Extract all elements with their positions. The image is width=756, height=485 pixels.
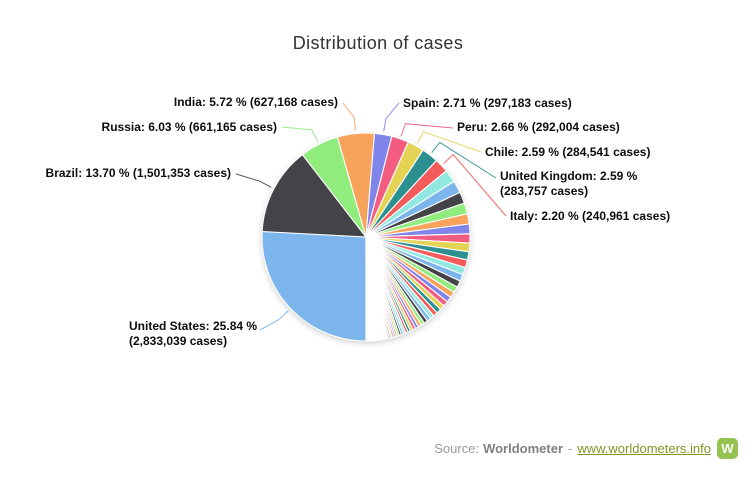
chart-title: Distribution of cases — [292, 33, 464, 53]
source-prefix: Source: — [434, 441, 480, 456]
slice-label-brazil: Brazil: 13.70 % (1,501,353 cases) — [45, 166, 231, 180]
label-connector-russia — [281, 126, 319, 142]
pie-slices — [261, 132, 471, 342]
slice-label-peru: Peru: 2.66 % (292,004 cases) — [457, 120, 620, 134]
label-connector-peru — [400, 123, 454, 137]
worldometer-logo-icon[interactable]: W — [717, 438, 738, 459]
source-separator: - — [568, 441, 573, 456]
slice-label-chile: Chile: 2.59 % (284,541 cases) — [485, 145, 651, 159]
source-brand: Worldometer — [483, 441, 563, 456]
slice-label-india: India: 5.72 % (627,168 cases) — [173, 95, 338, 109]
pie-slice-united-states[interactable] — [261, 230, 367, 342]
source-link[interactable]: www.worldometers.info — [577, 441, 711, 456]
slice-label-italy: Italy: 2.20 % (240,961 cases) — [510, 209, 671, 223]
label-connector-chile — [416, 131, 482, 153]
label-connector-india — [342, 102, 356, 131]
label-connector-brazil — [235, 173, 272, 188]
label-connector-italy — [443, 153, 507, 217]
label-connector-united-kingdom — [431, 141, 497, 179]
pie-chart — [235, 102, 507, 342]
slice-label-united-states: United States: 25.84 % (2,833,039 cases) — [129, 319, 258, 348]
label-connector-spain — [383, 102, 400, 132]
pie-slice-brazil[interactable] — [261, 154, 367, 238]
slice-label-spain: Spain: 2.71 % (297,183 cases) — [403, 96, 572, 110]
source-line: Source: Worldometer - www.worldometers.i… — [434, 438, 738, 459]
slice-label-united-kingdom: United Kingdom: 2.59 % (283,757 cases) — [500, 169, 638, 198]
slice-label-russia: Russia: 6.03 % (661,165 cases) — [101, 120, 277, 134]
label-connector-united-states — [259, 310, 289, 331]
